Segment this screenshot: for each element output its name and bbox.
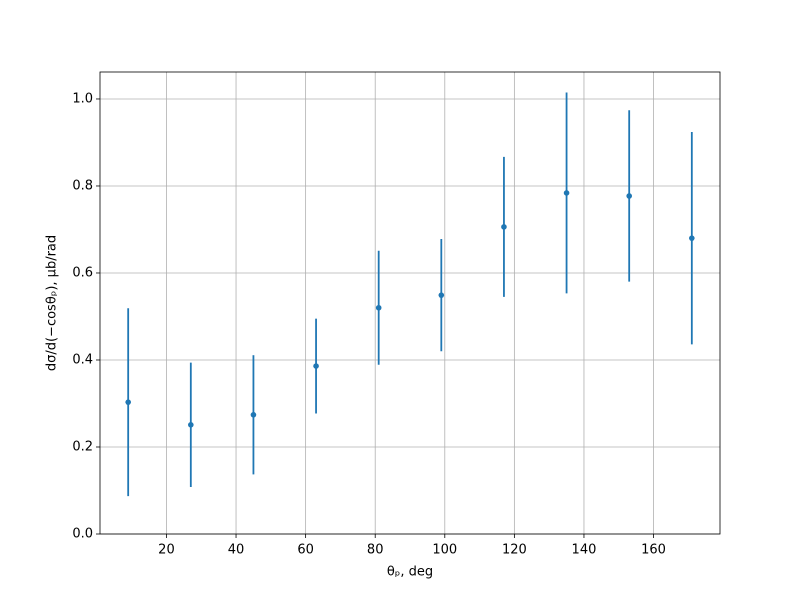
data-point <box>125 399 131 405</box>
y-tick-label: 0.2 <box>72 439 93 454</box>
x-tick-label: 80 <box>367 543 384 558</box>
x-tick-label: 40 <box>228 543 245 558</box>
data-point <box>375 304 382 311</box>
x-tick-label: 160 <box>641 543 666 558</box>
y-tick-label: 0.4 <box>72 352 93 367</box>
x-tick-label: 20 <box>158 543 175 558</box>
plot-frame <box>99 71 721 535</box>
x-axis-label: θₚ, deg <box>387 565 433 580</box>
y-tick-label: 1.0 <box>72 91 93 106</box>
data-point <box>563 190 570 196</box>
x-tick-label: 140 <box>572 543 597 558</box>
data-point <box>313 363 319 369</box>
data-point <box>250 412 257 418</box>
data-point <box>626 193 632 199</box>
data-point <box>501 224 507 230</box>
x-tick-label: 100 <box>432 543 457 558</box>
x-tick-label: 60 <box>297 543 314 558</box>
data-point <box>188 422 194 428</box>
x-tick-label: 120 <box>502 543 527 558</box>
y-tick-label: 0.6 <box>72 265 93 280</box>
y-tick-label: 0.8 <box>72 178 93 193</box>
data-point <box>689 235 695 241</box>
y-axis-label: dσ/d(−cosθₚ), µb/rad <box>45 235 60 371</box>
data-point <box>438 292 445 298</box>
y-tick-label: 0.0 <box>72 527 93 542</box>
